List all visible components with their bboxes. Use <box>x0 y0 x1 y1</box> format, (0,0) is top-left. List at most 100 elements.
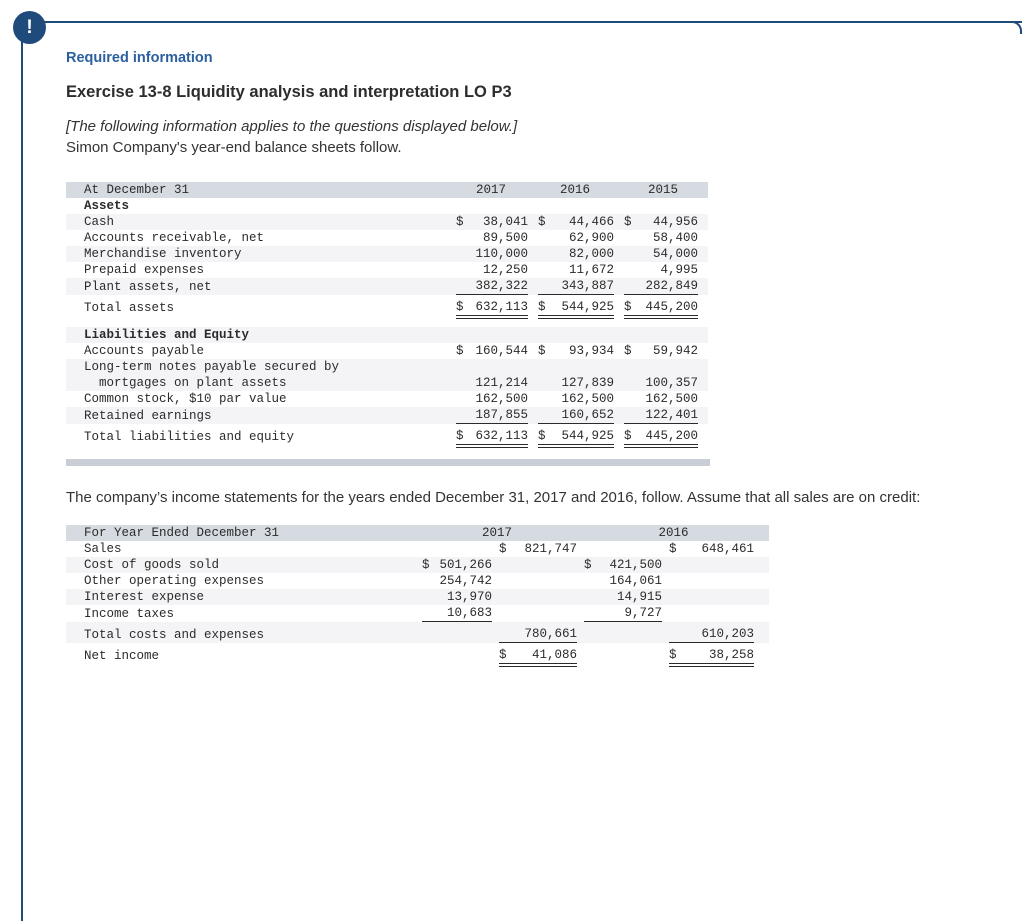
amount-cell: 12,250 <box>450 262 532 278</box>
amount-cell: 121,214 <box>450 359 532 391</box>
table-row: Other operating expenses 254,742 164,061 <box>66 573 769 589</box>
amount-value: 41,086 <box>531 648 577 662</box>
amount: $648,461 <box>669 541 754 557</box>
amount: 12,250 <box>456 262 528 278</box>
year-header: 2017 <box>450 182 532 198</box>
currency-symbol: $ <box>538 429 546 443</box>
amount-cell: 62,900 <box>532 230 618 246</box>
amount-cell: 282,849 <box>618 278 708 295</box>
amount-cell <box>663 605 769 622</box>
amount-cell: $38,258 <box>663 643 769 669</box>
table-row: Income taxes 10,683 9,727 <box>66 605 769 622</box>
amount: 122,401 <box>624 407 698 424</box>
amount: 4,995 <box>624 262 698 278</box>
amount-value: 162,500 <box>561 392 614 406</box>
amount-value: 12,250 <box>482 263 528 277</box>
amount-cell <box>493 605 578 622</box>
table-row: Interest expense 13,970 14,915 <box>66 589 769 605</box>
amount-value: 445,200 <box>645 300 698 314</box>
row-label-cell: Net income <box>84 649 160 663</box>
amount-cell: 89,500 <box>450 230 532 246</box>
table-footer-bar <box>66 459 710 466</box>
intro-text: Simon Company's year-end balance sheets … <box>66 139 402 156</box>
currency-symbol: $ <box>538 215 546 229</box>
year-header: 2017 <box>416 525 578 541</box>
currency-symbol: $ <box>669 542 677 556</box>
amount-value: 44,466 <box>568 215 614 229</box>
amount-cell <box>578 541 663 557</box>
amount-value: 62,900 <box>568 231 614 245</box>
currency-symbol: $ <box>456 429 464 443</box>
amount-cell: 343,887 <box>532 278 618 295</box>
amount-cell: 127,839 <box>532 359 618 391</box>
amount: $44,466 <box>538 214 614 230</box>
amount: 9,727 <box>584 605 662 622</box>
label-line: mortgages on plant assets <box>99 376 287 390</box>
amount: $41,086 <box>499 647 577 667</box>
row-label-cell: Cost of goods sold <box>66 557 416 573</box>
amount-cell <box>493 557 578 573</box>
table-row: Cash $38,041 $44,466 $44,956 <box>66 214 708 230</box>
amount-cell: 110,000 <box>450 246 532 262</box>
amount-cell: 58,400 <box>618 230 708 246</box>
amount-cell <box>416 541 493 557</box>
amount-cell <box>578 643 663 669</box>
year-header: 2015 <box>618 182 708 198</box>
amount: 62,900 <box>538 230 614 246</box>
amount-cell: 13,970 <box>416 589 493 605</box>
currency-symbol: $ <box>538 344 546 358</box>
amount: 780,661 <box>499 626 577 643</box>
amount-value: 10,683 <box>446 606 492 620</box>
row-label-cell: Accounts receivable, net <box>84 231 265 245</box>
row-label-cell: Total assets <box>84 301 175 315</box>
amount: 58,400 <box>624 230 698 246</box>
amount: 164,061 <box>584 573 662 589</box>
amount-value: 382,322 <box>475 279 528 293</box>
row-label-cell: Merchandise inventory <box>66 246 450 262</box>
table-row: Liabilities and Equity <box>66 327 708 343</box>
amount-cell: $41,086 <box>493 643 578 669</box>
header-row: For Year Ended December 31 2017 2016 <box>66 525 769 541</box>
amount-value: 89,500 <box>482 231 528 245</box>
currency-symbol: $ <box>624 215 632 229</box>
currency-symbol: $ <box>584 558 592 572</box>
amount-cell: $445,200 <box>618 424 708 450</box>
amount-value: 544,925 <box>561 429 614 443</box>
amount-cell: $44,466 <box>532 214 618 230</box>
amount-cell: 162,500 <box>450 391 532 407</box>
amount-cell: $160,544 <box>450 343 532 359</box>
amount-value: 58,400 <box>652 231 698 245</box>
amount-cell: $501,266 <box>416 557 493 573</box>
amount: 162,500 <box>624 391 698 407</box>
row-label-cell: Total liabilities and equity <box>84 430 295 444</box>
amount-cell: 14,915 <box>578 589 663 605</box>
amount-cell <box>578 622 663 643</box>
row-label-cell: Other operating expenses <box>84 574 265 588</box>
amount: $445,200 <box>624 428 698 448</box>
balance-sheet-body: Assets Cash $38,041 $44,466 $44,956 Accounts … <box>66 198 708 450</box>
amount-cell: 162,500 <box>532 391 618 407</box>
amount: 11,672 <box>538 262 614 278</box>
year-header: 2016 <box>578 525 769 541</box>
row-label-cell: Common stock, $10 par value <box>84 392 287 406</box>
year-header: 2016 <box>532 182 618 198</box>
currency-symbol: $ <box>422 558 430 572</box>
amount: 82,000 <box>538 246 614 262</box>
amount-cell: $421,500 <box>578 557 663 573</box>
income-statement-table: For Year Ended December 31 2017 2016 Sales… <box>66 525 769 669</box>
amount-cell: $38,041 <box>450 214 532 230</box>
amount-cell: $632,113 <box>450 295 532 321</box>
amount: $421,500 <box>584 557 662 573</box>
amount: 54,000 <box>624 246 698 262</box>
applies-note: [The following information applies to th… <box>66 118 518 135</box>
row-label-cell: Plant assets, net <box>66 278 450 295</box>
alert-icon: ! <box>13 11 46 44</box>
amount: $160,544 <box>456 343 528 359</box>
currency-symbol: $ <box>624 300 632 314</box>
amount-value: 162,500 <box>645 392 698 406</box>
amount-value: 164,061 <box>609 574 662 588</box>
amount: $93,934 <box>538 343 614 359</box>
label-line: Long-term notes payable secured by <box>84 360 340 374</box>
amount-cell: $544,925 <box>532 424 618 450</box>
row-label-cell: Accounts payable <box>84 344 205 358</box>
